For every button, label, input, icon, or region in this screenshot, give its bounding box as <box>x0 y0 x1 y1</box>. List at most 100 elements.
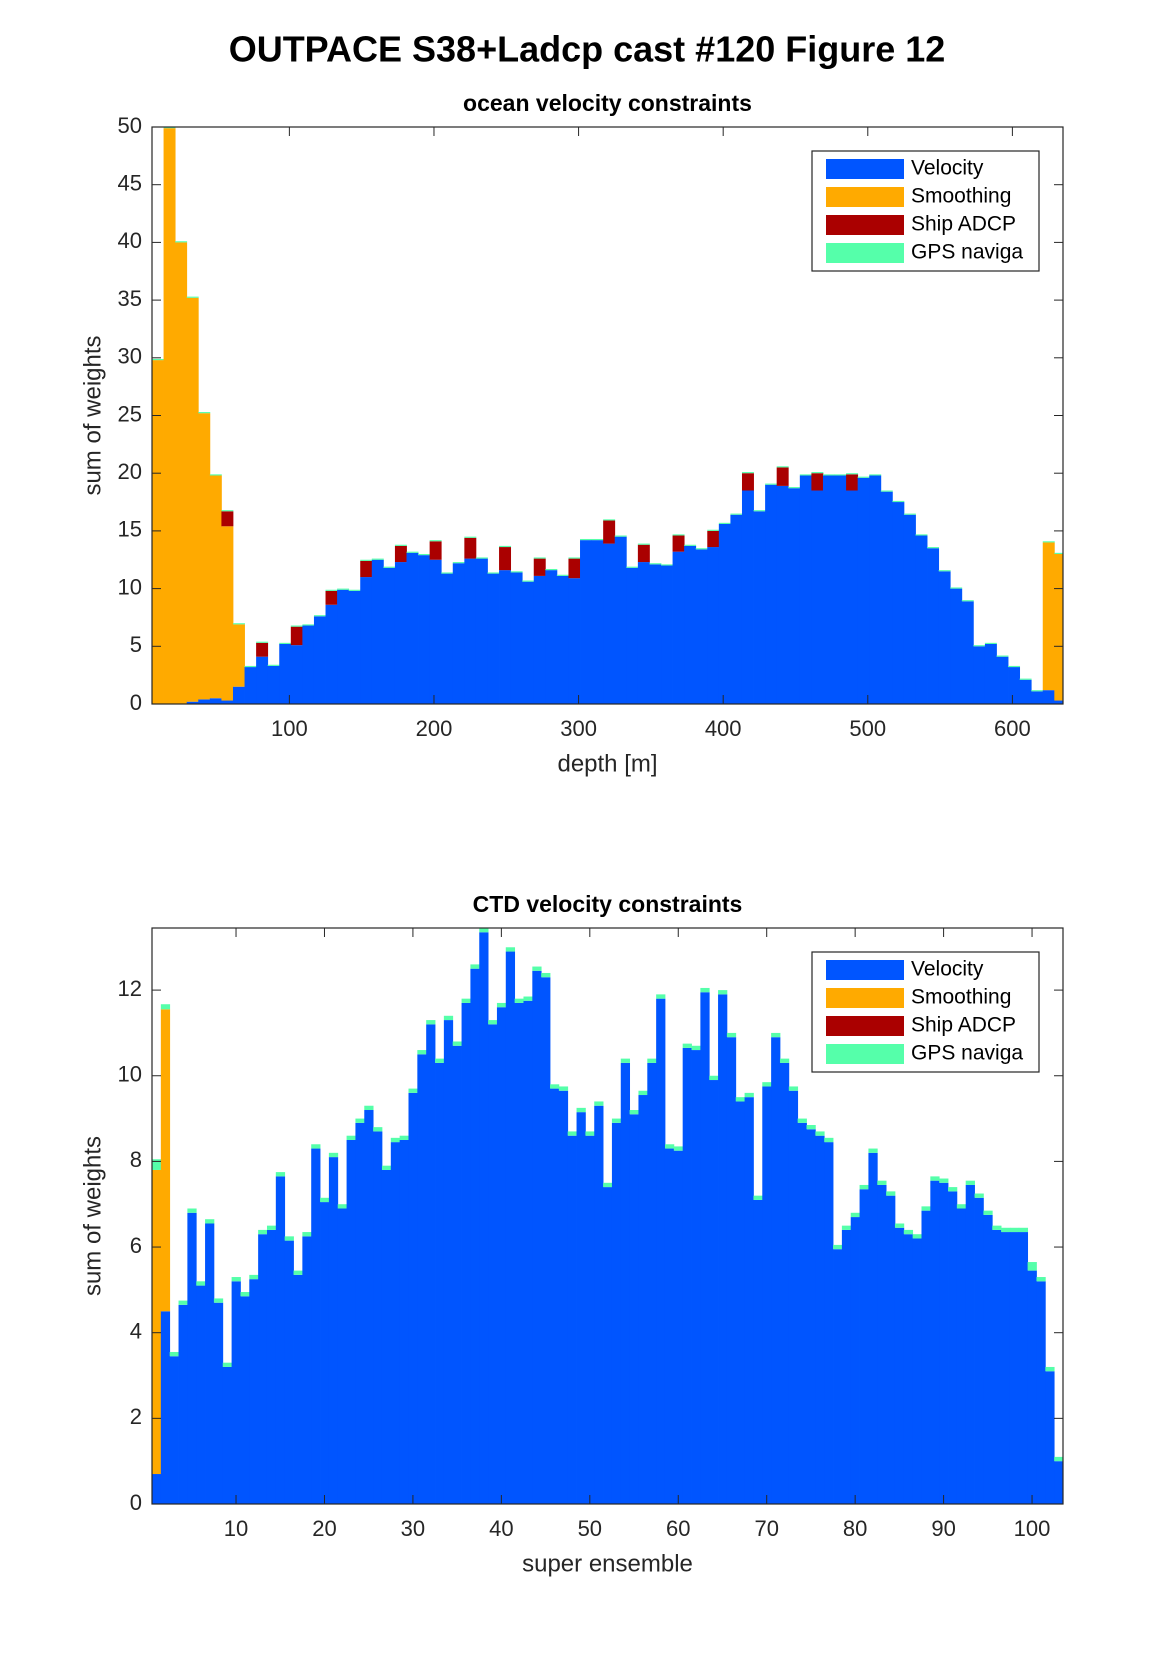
x-tick-label: 400 <box>705 716 742 741</box>
bar-segment <box>580 538 592 541</box>
bar-segment <box>576 1112 586 1504</box>
bar-segment <box>846 473 859 475</box>
bar-segment <box>249 1274 259 1280</box>
x-tick-label: 100 <box>1014 1516 1051 1541</box>
bar-segment <box>921 1210 931 1504</box>
bar-segment <box>1042 541 1055 543</box>
bar-segment <box>441 572 454 574</box>
legend-swatch <box>826 187 904 207</box>
y-tick-label: 6 <box>130 1233 142 1258</box>
bar-segment <box>637 562 650 704</box>
x-tick-label: 500 <box>849 716 886 741</box>
bar-segment <box>961 600 974 602</box>
bar-segment <box>649 563 662 565</box>
bar-segment <box>488 1024 498 1504</box>
legend-swatch <box>826 1044 904 1064</box>
bar-segment <box>707 529 720 531</box>
bar-segment <box>1009 1232 1020 1504</box>
bar-segment <box>348 590 361 704</box>
bar-segment <box>1001 1227 1011 1233</box>
bar-segment <box>841 1229 852 1504</box>
bar-segment <box>603 1187 613 1504</box>
bar-segment <box>894 1227 905 1504</box>
bar-segment <box>373 1127 383 1132</box>
bar-segment <box>452 562 465 564</box>
bar-segment <box>325 590 338 605</box>
bar-segment <box>240 1296 250 1504</box>
bar-segment <box>373 1131 383 1504</box>
x-tick-label: 20 <box>312 1516 336 1541</box>
bar-segment <box>726 1032 737 1038</box>
legend-swatch <box>826 215 904 235</box>
bar-segment <box>394 544 407 546</box>
bar-segment <box>320 1197 330 1203</box>
bar-segment <box>886 1191 896 1196</box>
bar-segment <box>673 1146 684 1151</box>
bar-segment <box>656 994 666 999</box>
x-tick-label: 10 <box>224 1516 248 1541</box>
bar-segment <box>709 1080 719 1504</box>
bar-segment <box>779 1062 790 1504</box>
bar-segment <box>965 1180 975 1185</box>
bar-segment <box>198 699 211 704</box>
bar-segment <box>267 665 280 704</box>
bar-segment <box>753 510 766 512</box>
bar-segment <box>488 1020 498 1025</box>
bar-segment <box>788 487 801 489</box>
y-tick-label: 40 <box>118 228 142 253</box>
bar-segment <box>921 1206 931 1211</box>
bar-segment <box>532 970 542 1504</box>
y-tick-label: 2 <box>130 1404 142 1429</box>
bar-segment <box>346 1139 356 1504</box>
bar-segment <box>912 1238 922 1504</box>
bar-segment <box>244 667 257 704</box>
bar-segment <box>152 358 164 361</box>
bar-segment <box>996 655 1009 657</box>
bar-segment <box>232 623 245 625</box>
bar-segment <box>880 490 893 492</box>
bar-segment <box>1036 1281 1046 1504</box>
bar-segment <box>709 1075 719 1081</box>
bar-segment <box>152 1474 162 1504</box>
bar-segment <box>857 477 870 704</box>
figure-title: OUTPACE S38+Ladcp cast #120 Figure 12 <box>229 29 946 70</box>
bar-segment <box>443 1020 454 1504</box>
bar-segment <box>240 1292 250 1297</box>
bar-segment <box>868 1148 878 1153</box>
bar-segment <box>765 483 778 485</box>
bar-segment <box>776 485 789 704</box>
y-tick-label: 50 <box>118 113 142 138</box>
bar-segment <box>983 1210 993 1215</box>
bar-segment <box>850 1212 860 1218</box>
bar-segment <box>857 476 870 478</box>
bar-segment <box>394 562 407 704</box>
bar-segment <box>499 547 512 571</box>
bar-segment <box>797 1122 807 1504</box>
bar-segment <box>664 1144 675 1149</box>
bar-segment <box>328 1152 339 1158</box>
bar-segment <box>325 589 338 591</box>
bar-segment <box>626 567 639 704</box>
bar-segment <box>973 646 986 704</box>
bar-segment <box>487 572 500 574</box>
bar-segment <box>470 964 480 969</box>
bar-segment <box>1019 678 1032 680</box>
bar-segment <box>231 1281 241 1504</box>
bar-segment <box>1008 667 1021 704</box>
bar-segment <box>545 568 558 571</box>
bar-segment <box>231 1277 241 1282</box>
bar-segment <box>198 412 211 414</box>
bar-segment <box>927 548 940 704</box>
bar-segment <box>470 968 480 1504</box>
bar-segment <box>956 1204 967 1209</box>
bar-segment <box>346 1135 356 1140</box>
bar-segment <box>735 1097 745 1102</box>
bar-segment <box>1054 552 1063 554</box>
bar-segment <box>637 543 650 545</box>
bar-segment <box>408 1088 418 1093</box>
bar-segment <box>275 1176 286 1504</box>
bar-segment <box>726 1037 737 1504</box>
bar-segment <box>178 1300 188 1305</box>
x-tick-label: 40 <box>489 1516 513 1541</box>
bar-segment <box>186 296 199 298</box>
